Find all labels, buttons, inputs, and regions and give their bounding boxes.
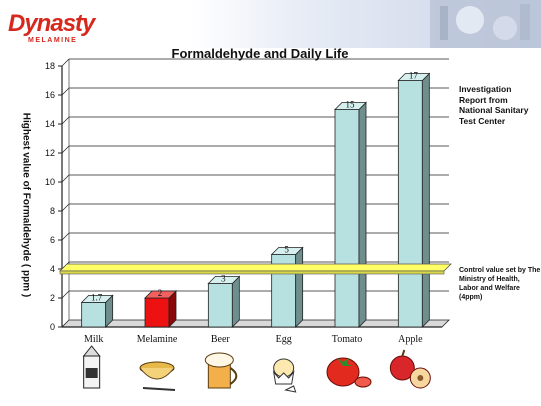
axis-layer: 0 2 4 6 8 10 12 14 16 18 bbox=[45, 61, 442, 332]
bar-front bbox=[81, 301, 107, 328]
bar-melamine bbox=[144, 290, 177, 328]
melamine-bowl-icon bbox=[139, 361, 176, 391]
gridline-depth bbox=[61, 87, 70, 96]
bar-milk bbox=[80, 294, 114, 328]
bar-front bbox=[397, 80, 423, 328]
bar-top bbox=[270, 247, 304, 255]
bar-side bbox=[358, 101, 367, 328]
gridline-depth bbox=[61, 145, 70, 154]
bar-value-label: 15 bbox=[346, 100, 356, 110]
bar-front bbox=[144, 297, 170, 328]
y-tick-label: 16 bbox=[45, 90, 55, 100]
y-tick-label: 0 bbox=[50, 322, 55, 332]
bar-top bbox=[207, 276, 241, 284]
bar-front bbox=[207, 283, 233, 328]
bar-egg bbox=[270, 246, 304, 328]
brand-tagline: MELAMINE bbox=[28, 37, 78, 44]
chart-floor bbox=[61, 319, 450, 328]
bar-top bbox=[80, 294, 114, 303]
bar-apple bbox=[397, 72, 431, 328]
investigation-note: Investigation Report from National Sanit… bbox=[459, 84, 529, 126]
gridline-depth bbox=[61, 116, 70, 125]
y-tick-label: 14 bbox=[45, 119, 55, 129]
bar-beer bbox=[207, 275, 241, 328]
y-tick-label: 18 bbox=[45, 61, 55, 71]
bar-value-label: 5 bbox=[284, 245, 289, 255]
header-banner bbox=[0, 0, 541, 48]
bar-side bbox=[421, 72, 430, 328]
bar-value-label: 3 bbox=[221, 274, 226, 284]
y-tick-label: 4 bbox=[50, 264, 55, 274]
gridline-depth bbox=[61, 290, 70, 299]
chart-title: Formaldehyde and Daily Life bbox=[171, 46, 349, 61]
tomato-icon bbox=[326, 357, 372, 388]
egg-icon bbox=[272, 358, 297, 393]
bar-tomato bbox=[334, 101, 367, 328]
brand-logo: Dynasty MELAMINE bbox=[8, 10, 95, 52]
gridline-depth bbox=[61, 232, 70, 241]
bar-value-label: 1.7 bbox=[91, 292, 103, 302]
grid-layer bbox=[61, 58, 450, 328]
x-category-label: Apple bbox=[398, 334, 423, 345]
gridline-depth bbox=[61, 58, 70, 67]
bar-front bbox=[334, 109, 360, 328]
y-tick-label: 8 bbox=[50, 206, 55, 216]
icons-layer bbox=[82, 345, 431, 393]
milk-carton-icon bbox=[82, 345, 101, 389]
x-category-label: Beer bbox=[211, 334, 231, 345]
bar-side bbox=[231, 275, 240, 328]
y-tick-label: 10 bbox=[45, 177, 55, 187]
bar-top bbox=[144, 290, 177, 299]
gridline-depth bbox=[61, 174, 70, 183]
bar-side bbox=[295, 246, 304, 328]
x-category-label: Milk bbox=[84, 334, 103, 345]
brand-name: Dynasty bbox=[8, 10, 95, 37]
y-tick-label: 2 bbox=[50, 293, 55, 303]
gridline-depth bbox=[61, 203, 70, 212]
beer-mug-icon bbox=[204, 352, 238, 389]
bars-layer bbox=[80, 72, 431, 328]
bar-value-label: 17 bbox=[409, 71, 419, 81]
labels-layer: 1.7 Milk 2 Melamine 3 Beer 5 Egg 15 Tomato 17 Apple bbox=[84, 71, 423, 346]
control-band-layer bbox=[59, 263, 452, 275]
y-tick-label: 6 bbox=[50, 235, 55, 245]
y-tick-label: 12 bbox=[45, 148, 55, 158]
bar-top bbox=[334, 102, 367, 110]
bar-value-label: 2 bbox=[158, 288, 163, 298]
x-category-label: Tomato bbox=[332, 334, 362, 345]
control-value-band-edge bbox=[59, 270, 445, 275]
apple-icon bbox=[389, 349, 431, 389]
bar-top bbox=[397, 73, 431, 81]
x-category-label: Egg bbox=[276, 334, 292, 345]
banner-photo bbox=[430, 0, 541, 48]
control-value-note: Control value set by The Ministry of Hea… bbox=[459, 267, 541, 301]
control-value-band bbox=[59, 263, 452, 272]
x-category-label: Melamine bbox=[137, 334, 178, 345]
